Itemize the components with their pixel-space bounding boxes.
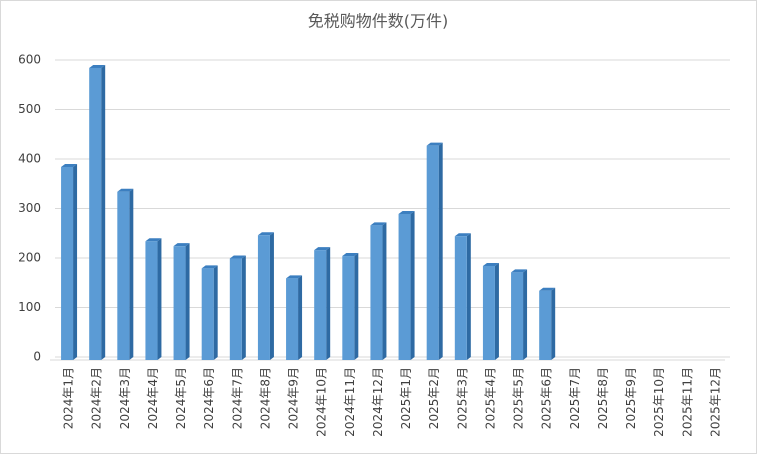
x-tick-label: 2024年11月 [343,367,357,437]
bar [511,272,524,360]
bar [454,236,467,360]
x-tick-label: 2025年10月 [652,367,666,437]
y-tick-label: 400 [18,152,41,166]
chart-title: 免税购物件数(万件) [308,12,449,31]
bar-side [157,238,162,360]
bar [117,191,130,360]
bar [145,241,158,360]
bar-top [173,243,190,247]
x-tick-label: 2024年8月 [258,367,272,429]
x-tick-label: 2024年2月 [90,367,104,429]
bar-top [342,253,359,257]
bar [398,213,411,360]
bar [61,166,74,360]
x-tick-label: 2024年3月 [118,367,132,429]
x-tick-label: 2025年7月 [568,367,582,429]
bar-top [89,64,106,68]
bar-side [523,269,528,360]
x-tick-label: 2024年9月 [287,367,301,429]
bar-top [370,222,387,226]
y-tick-label: 0 [33,350,41,364]
y-tick-label: 600 [18,53,41,67]
x-tick-label: 2025年2月 [427,367,441,429]
x-tick-label: 2025年12月 [708,367,722,437]
bar-top [539,287,556,291]
bar [426,145,439,360]
bar [342,256,355,360]
x-tick-label: 2024年1月 [62,367,76,429]
bar-top [511,269,528,273]
bar-side [129,188,134,360]
bar-top [314,247,331,251]
bar [201,268,214,360]
bar-top [426,142,443,146]
bar-side [213,265,218,360]
x-tick-label: 2025年11月 [680,367,694,437]
bar-top [61,163,78,167]
x-tick-label: 2025年3月 [455,367,469,429]
y-tick-label: 500 [18,102,41,116]
x-tick-label: 2024年7月 [230,367,244,429]
x-tick-label: 2024年5月 [174,367,188,429]
bar-top [145,238,162,242]
bar-side [551,287,556,360]
bar-side [354,253,359,360]
x-tick-label: 2025年5月 [512,367,526,429]
bar [229,258,242,360]
bar-side [73,163,78,360]
x-tick-label: 2024年4月 [146,367,160,429]
bar [314,250,327,360]
x-tick-label: 2025年9月 [624,367,638,429]
x-tick-label: 2025年1月 [399,367,413,429]
bar-top [257,232,274,236]
y-tick-label: 100 [18,300,41,314]
bar-top [482,262,499,266]
bar [286,278,299,360]
x-tick-label: 2024年10月 [315,367,329,437]
bar-side [185,243,190,360]
x-tick-label: 2025年6月 [540,367,554,429]
y-tick-label: 200 [18,251,41,265]
bar-side [438,142,443,360]
bar-side [101,64,106,360]
bar-side [326,247,331,360]
y-tick-label: 300 [18,201,41,215]
bar-top [286,275,303,279]
bar-top [398,210,415,214]
bar-side [382,222,387,360]
bar [89,67,102,360]
bar-side [494,262,499,360]
bar [482,265,495,360]
x-tick-label: 2024年6月 [202,367,216,429]
x-tick-label: 2024年12月 [371,367,385,437]
bar-top [201,265,218,269]
bar-top [117,188,134,192]
x-tick-label: 2025年8月 [596,367,610,429]
bar [257,235,270,360]
bar-side [298,275,303,360]
bar [370,225,383,360]
bar-side [241,255,246,360]
bar-top [229,255,246,259]
bar-side [466,233,471,360]
bar [539,290,552,360]
bar-side [269,232,274,360]
bar [173,246,186,360]
x-tick-label: 2025年4月 [483,367,497,429]
bar-top [454,233,471,237]
bar-side [410,210,415,360]
